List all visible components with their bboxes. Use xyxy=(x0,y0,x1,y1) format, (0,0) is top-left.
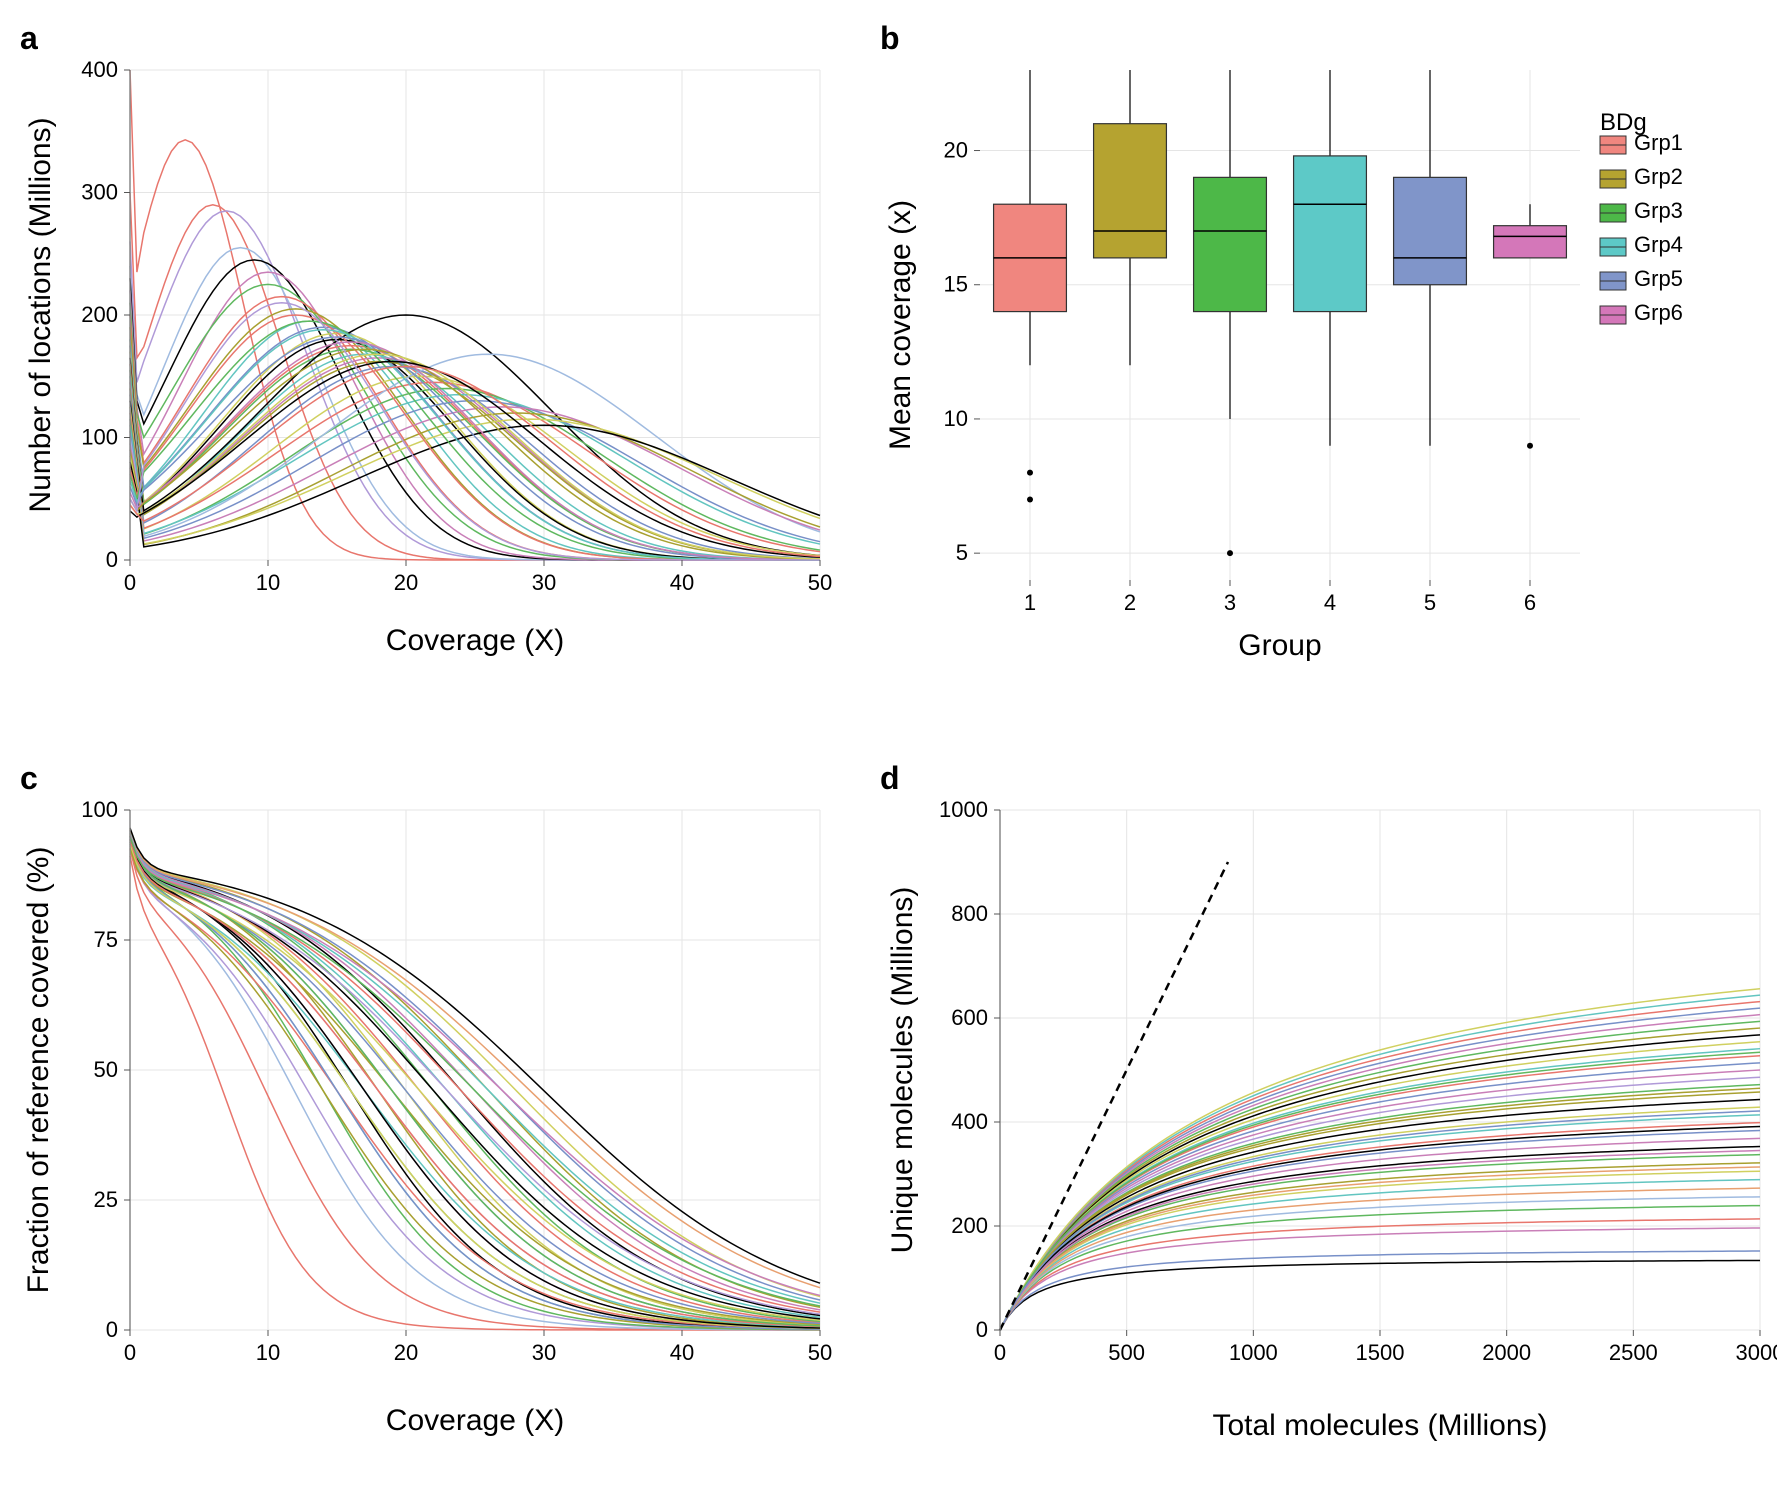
svg-text:2000: 2000 xyxy=(1482,1340,1531,1365)
panel-a: a 0 10 20 30 40 50 0 100 200 300 400 Coverage (X) Nu… xyxy=(20,20,840,720)
panel-b: b 1234565101520GroupMean coverage (x)BDg… xyxy=(880,20,1777,720)
svg-text:3: 3 xyxy=(1224,590,1236,615)
svg-text:100: 100 xyxy=(81,797,118,822)
svg-text:Unique molecules (Millions): Unique molecules (Millions) xyxy=(886,887,919,1254)
svg-text:2500: 2500 xyxy=(1609,1340,1658,1365)
svg-text:400: 400 xyxy=(951,1109,988,1134)
panel-d: d 0 500 1000 1500 2000 2500 3000 0 200 400 600 800 1… xyxy=(880,760,1777,1460)
chart-a: 0 10 20 30 40 50 0 100 200 300 400 Coverage (X) Numb… xyxy=(20,20,840,680)
svg-text:200: 200 xyxy=(81,302,118,327)
svg-text:Number of locations (Millions: Number of locations (Millions) xyxy=(24,117,57,512)
svg-text:50: 50 xyxy=(808,1340,832,1365)
svg-text:Grp6: Grp6 xyxy=(1634,300,1683,325)
svg-text:30: 30 xyxy=(532,570,556,595)
svg-text:0: 0 xyxy=(124,570,136,595)
svg-text:4: 4 xyxy=(1324,590,1336,615)
svg-text:50: 50 xyxy=(808,570,832,595)
svg-text:Grp5: Grp5 xyxy=(1634,266,1683,291)
svg-text:20: 20 xyxy=(394,570,418,595)
svg-text:5: 5 xyxy=(956,540,968,565)
svg-text:0: 0 xyxy=(106,1317,118,1342)
svg-text:75: 75 xyxy=(94,927,118,952)
svg-text:10: 10 xyxy=(256,1340,280,1365)
svg-text:0: 0 xyxy=(994,1340,1006,1365)
svg-text:1000: 1000 xyxy=(1229,1340,1278,1365)
svg-text:600: 600 xyxy=(951,1005,988,1030)
panel-a-label: a xyxy=(20,20,38,57)
svg-text:0: 0 xyxy=(976,1317,988,1342)
svg-text:40: 40 xyxy=(670,1340,694,1365)
chart-d: 0 500 1000 1500 2000 2500 3000 0 200 400 600 800 100… xyxy=(880,760,1777,1460)
svg-text:2: 2 xyxy=(1124,590,1136,615)
svg-text:30: 30 xyxy=(532,1340,556,1365)
svg-text:1: 1 xyxy=(1024,590,1036,615)
chart-b: 1234565101520GroupMean coverage (x)BDgGr… xyxy=(880,20,1777,680)
svg-text:1000: 1000 xyxy=(939,797,988,822)
svg-text:Grp2: Grp2 xyxy=(1634,164,1683,189)
svg-text:Coverage (X): Coverage (X) xyxy=(386,624,564,657)
svg-text:6: 6 xyxy=(1524,590,1536,615)
panel-c-label: c xyxy=(20,760,38,797)
svg-text:25: 25 xyxy=(94,1187,118,1212)
svg-text:100: 100 xyxy=(81,425,118,450)
svg-text:10: 10 xyxy=(256,570,280,595)
svg-text:Group: Group xyxy=(1238,629,1321,662)
svg-text:200: 200 xyxy=(951,1213,988,1238)
svg-text:Fraction of reference covered: Fraction of reference covered (%) xyxy=(22,847,55,1294)
svg-text:10: 10 xyxy=(944,406,968,431)
svg-text:0: 0 xyxy=(106,547,118,572)
svg-text:Grp1: Grp1 xyxy=(1634,130,1683,155)
svg-text:20: 20 xyxy=(944,138,968,163)
svg-text:Grp4: Grp4 xyxy=(1634,232,1683,257)
svg-text:15: 15 xyxy=(944,272,968,297)
svg-text:400: 400 xyxy=(81,57,118,82)
chart-c: 0 10 20 30 40 50 0 25 50 75 100 Coverage (X) Fractio… xyxy=(20,760,840,1460)
svg-text:50: 50 xyxy=(94,1057,118,1082)
svg-text:500: 500 xyxy=(1108,1340,1145,1365)
svg-text:Mean coverage (x): Mean coverage (x) xyxy=(884,200,917,450)
svg-text:40: 40 xyxy=(670,570,694,595)
svg-text:800: 800 xyxy=(951,901,988,926)
svg-text:Coverage (X): Coverage (X) xyxy=(386,1404,564,1437)
svg-text:20: 20 xyxy=(394,1340,418,1365)
svg-text:3000: 3000 xyxy=(1736,1340,1777,1365)
panel-c: c 0 10 20 30 40 50 0 25 50 75 100 Coverage (X) Fract… xyxy=(20,760,840,1460)
panel-b-label: b xyxy=(880,20,900,57)
svg-text:5: 5 xyxy=(1424,590,1436,615)
svg-text:0: 0 xyxy=(124,1340,136,1365)
svg-text:Grp3: Grp3 xyxy=(1634,198,1683,223)
svg-text:Total molecules (Millions): Total molecules (Millions) xyxy=(1212,1409,1547,1442)
svg-text:300: 300 xyxy=(81,180,118,205)
panel-d-label: d xyxy=(880,760,900,797)
svg-text:1500: 1500 xyxy=(1356,1340,1405,1365)
